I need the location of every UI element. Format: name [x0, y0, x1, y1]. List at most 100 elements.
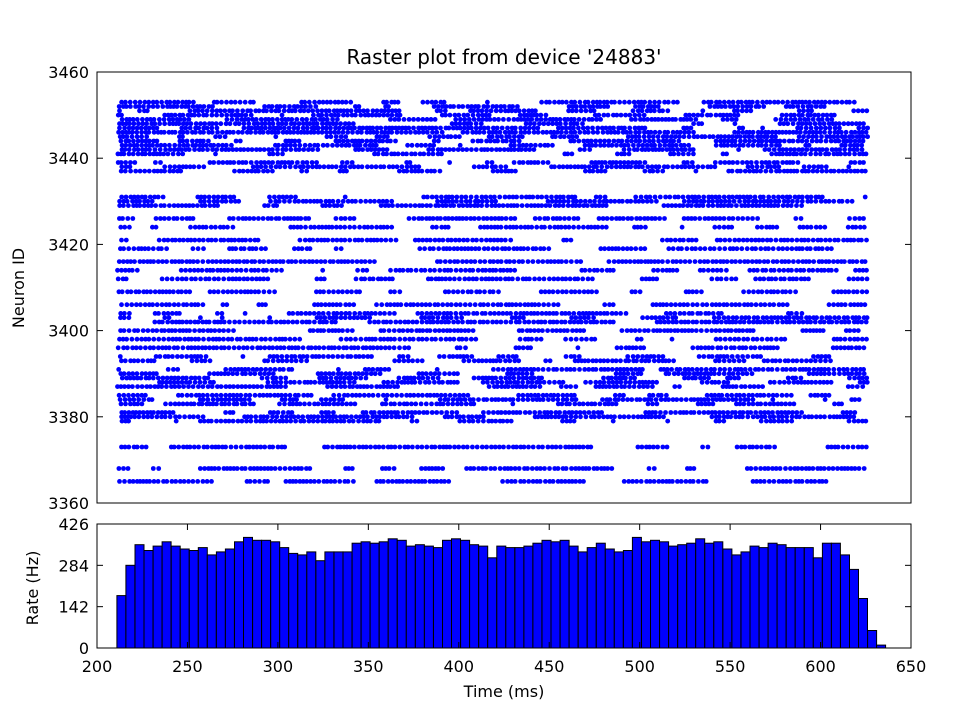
- spike-point: [216, 160, 222, 165]
- spike-point: [649, 414, 654, 420]
- spike-point: [713, 418, 719, 424]
- spike-point: [287, 392, 293, 398]
- spike-point: [240, 168, 246, 174]
- spike-point: [440, 328, 446, 333]
- spike-point: [219, 401, 225, 407]
- spike-point: [564, 392, 570, 398]
- spike-point: [250, 246, 255, 252]
- spike-point: [178, 267, 184, 273]
- spike-point: [314, 289, 319, 295]
- spike-point: [310, 354, 315, 359]
- spike-point: [735, 371, 741, 377]
- spike-point: [682, 367, 688, 372]
- spike-point: [522, 302, 528, 308]
- spike-point: [701, 375, 707, 381]
- spike-point: [389, 198, 395, 204]
- spike-point: [666, 371, 672, 377]
- spike-point: [513, 311, 519, 316]
- spike-point: [226, 401, 232, 407]
- spike-point: [458, 397, 464, 402]
- spike-point: [244, 129, 250, 135]
- spike-point: [653, 315, 658, 321]
- spike-point: [288, 414, 294, 420]
- spike-point: [769, 319, 775, 325]
- spike-point: [602, 138, 607, 144]
- spike-point: [464, 354, 470, 359]
- spike-point: [763, 267, 769, 273]
- spike-point: [455, 147, 461, 153]
- spike-point: [245, 147, 251, 153]
- spike-point: [124, 336, 129, 342]
- spike-point: [621, 367, 627, 372]
- spike-point: [773, 358, 779, 364]
- spike-point: [758, 410, 763, 415]
- spike-point: [609, 375, 614, 381]
- spike-point: [237, 168, 242, 174]
- spike-point: [712, 160, 718, 165]
- spike-point: [470, 444, 475, 450]
- spike-point: [262, 371, 267, 377]
- spike-point: [352, 371, 358, 377]
- spike-point: [415, 358, 420, 364]
- spike-point: [528, 142, 534, 148]
- spike-point: [767, 414, 773, 420]
- spike-point: [701, 267, 706, 273]
- spike-point: [412, 479, 418, 484]
- spike-point: [283, 392, 288, 398]
- spike-point: [578, 198, 584, 204]
- spike-point: [639, 444, 645, 450]
- spike-point: [404, 414, 410, 420]
- spike-point: [323, 302, 328, 308]
- spike-point: [816, 194, 822, 200]
- spike-point: [323, 401, 329, 407]
- spike-point: [151, 259, 157, 264]
- spike-point: [408, 267, 414, 273]
- spike-point: [563, 129, 569, 135]
- spike-point: [359, 138, 365, 144]
- spike-point: [501, 444, 506, 450]
- spike-point: [750, 142, 756, 148]
- spike-point: [206, 319, 212, 325]
- spike-point: [412, 151, 418, 157]
- spike-point: [531, 129, 537, 135]
- spike-point: [380, 147, 386, 153]
- spike-point: [847, 147, 853, 153]
- spike-point: [852, 410, 858, 415]
- spike-point: [377, 371, 383, 377]
- spike-point: [736, 375, 741, 381]
- spike-point: [384, 319, 389, 325]
- spike-point: [730, 194, 735, 200]
- spike-point: [469, 414, 475, 420]
- spike-point: [512, 479, 518, 484]
- spike-point: [563, 466, 569, 471]
- spike-point: [746, 198, 752, 204]
- spike-point: [614, 216, 619, 221]
- spike-point: [135, 375, 140, 381]
- spike-point: [808, 479, 814, 484]
- spike-point: [286, 259, 291, 264]
- spike-point: [717, 336, 723, 342]
- spike-point: [574, 134, 580, 140]
- spike-point: [573, 315, 579, 321]
- spike-point: [610, 267, 616, 273]
- spike-point: [184, 302, 190, 308]
- spike-point: [131, 358, 137, 364]
- spike-point: [314, 276, 320, 282]
- spike-point: [754, 259, 759, 264]
- spike-point: [181, 384, 187, 389]
- spike-point: [758, 246, 764, 252]
- spike-point: [789, 414, 795, 420]
- spike-point: [766, 392, 772, 398]
- spike-point: [511, 160, 517, 165]
- spike-point: [835, 466, 840, 471]
- spike-point: [597, 379, 603, 385]
- spike-point: [314, 198, 320, 204]
- spike-point: [259, 375, 265, 381]
- spike-point: [713, 216, 719, 221]
- spike-point: [410, 319, 416, 325]
- spike-point: [794, 267, 799, 273]
- spike-point: [775, 410, 781, 415]
- spike-point: [465, 246, 471, 252]
- spike-point: [237, 138, 243, 144]
- spike-point: [196, 444, 202, 450]
